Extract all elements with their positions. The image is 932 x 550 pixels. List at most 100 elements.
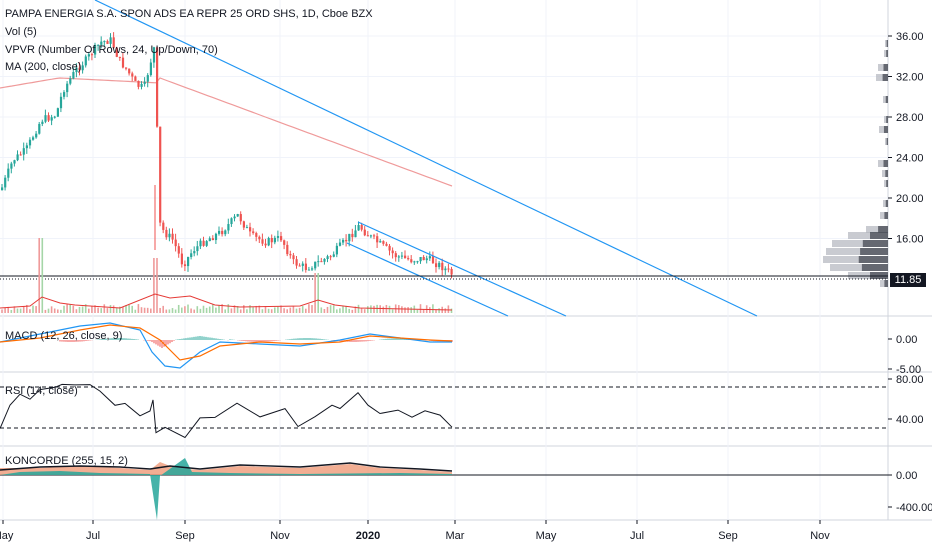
candle-body [171,233,174,240]
candle-body [214,233,218,241]
candle-body [199,240,202,247]
trendline-channel-lower[interactable] [346,242,509,317]
candle-body [202,240,205,246]
vpvr-row [884,116,888,123]
candle-body [224,230,227,235]
candle-body [441,262,444,271]
candle-body [152,47,156,63]
vpvr-row [832,240,888,247]
candle-body [143,81,146,84]
candle-body [255,233,258,237]
ma-legend[interactable]: MA (200, close) [5,61,82,73]
trendline-channel-upper[interactable] [357,221,567,317]
candle-body [239,214,242,222]
candle-body [90,54,94,56]
candle-body [363,229,366,236]
candle-body [221,230,224,235]
volume-ma-line [0,293,453,311]
rsi-legend[interactable]: RSI (14, close) [5,385,78,397]
candle-body [81,65,84,71]
vpvr-row [880,280,888,287]
candle-body [419,257,422,262]
candle-body [258,236,261,240]
candle-body [400,255,404,257]
candle-body [292,255,295,260]
candle-body [63,92,66,97]
candle-body [208,238,211,242]
candle-body [174,239,177,247]
candle-body [351,233,354,238]
price-axis[interactable]: 36.00 32.00 28.00 24.00 20.00 16.00 [888,31,924,246]
candle-body [22,148,25,155]
candle-body [131,73,134,77]
price-tick-label: 36.00 [896,31,924,43]
candle-body [128,68,131,74]
last-price-tag: 11.85 [890,273,926,287]
candle-body [329,256,332,258]
macd-legend[interactable]: MACD (12, 26, close, 9) [5,330,123,342]
candle-body [410,259,413,263]
price-tick-label: 20.00 [896,193,924,205]
candle-body [320,261,323,263]
candle-body [78,67,81,71]
vpvr-row [826,248,888,255]
candle-body [16,154,19,161]
vpvr-row-up [886,180,888,187]
candle-body [357,225,360,231]
vpvr-row-up [870,232,888,239]
symbol-title: PAMPA ENERGIA S.A. SPON ADS EA REPR 25 O… [5,8,373,20]
candle-body [323,259,326,262]
candle-body [280,236,283,241]
candle-body [35,133,38,138]
vpvr-row-up [886,50,888,57]
candle-body [376,236,379,243]
candle-body [159,126,162,223]
vpvr-row-up [885,200,888,207]
candle-body [146,75,149,82]
time-tick-label: Mar [446,530,465,542]
candle-body [307,269,311,271]
price-tick-label: 32.00 [896,72,924,84]
candle-body [270,237,273,243]
vpvr-row-up [861,264,888,271]
candle-body [431,256,435,264]
candle-body [379,241,382,243]
candle-body [196,246,199,252]
vpvr-row [885,40,888,47]
candle-body [19,154,22,156]
candle-body [252,231,255,234]
candle-body [388,245,391,251]
time-axis[interactable]: May Jul Sep Nov 2020 Mar May Jul Sep Nov [0,520,830,542]
candle-body [13,160,16,164]
vpvr-legend[interactable]: VPVR (Number Of Rows, 24, Up/Down, 70) [5,44,218,56]
macd-axis-label: -5.00 [896,364,921,376]
candle-body [332,254,335,257]
candle-body [311,268,314,270]
candle-body [382,241,385,244]
price-tick-label: 28.00 [896,112,924,124]
vol-legend[interactable]: Vol (5) [5,26,37,38]
candle-body [233,216,236,219]
candle-body [183,264,187,267]
candle-body [140,83,143,87]
koncorde-legend[interactable]: KONCORDE (255, 15, 2) [5,455,128,467]
candle-body [112,37,115,48]
vpvr-row-up [858,256,888,263]
candle-body [72,72,75,79]
candle-body [32,137,35,140]
candle-body [354,230,357,238]
rsi-axis-label: 40.00 [896,414,924,426]
candle-body [391,250,394,254]
candle-body [276,236,280,238]
candle-body [283,240,286,245]
koncorde-green-area [0,458,452,520]
candle-body [397,256,400,258]
candle-body [94,44,97,55]
trendline-long[interactable] [94,0,758,317]
candle-body [261,239,264,244]
candle-body [44,115,47,122]
candle-body [156,47,159,127]
candle-body [348,233,351,242]
